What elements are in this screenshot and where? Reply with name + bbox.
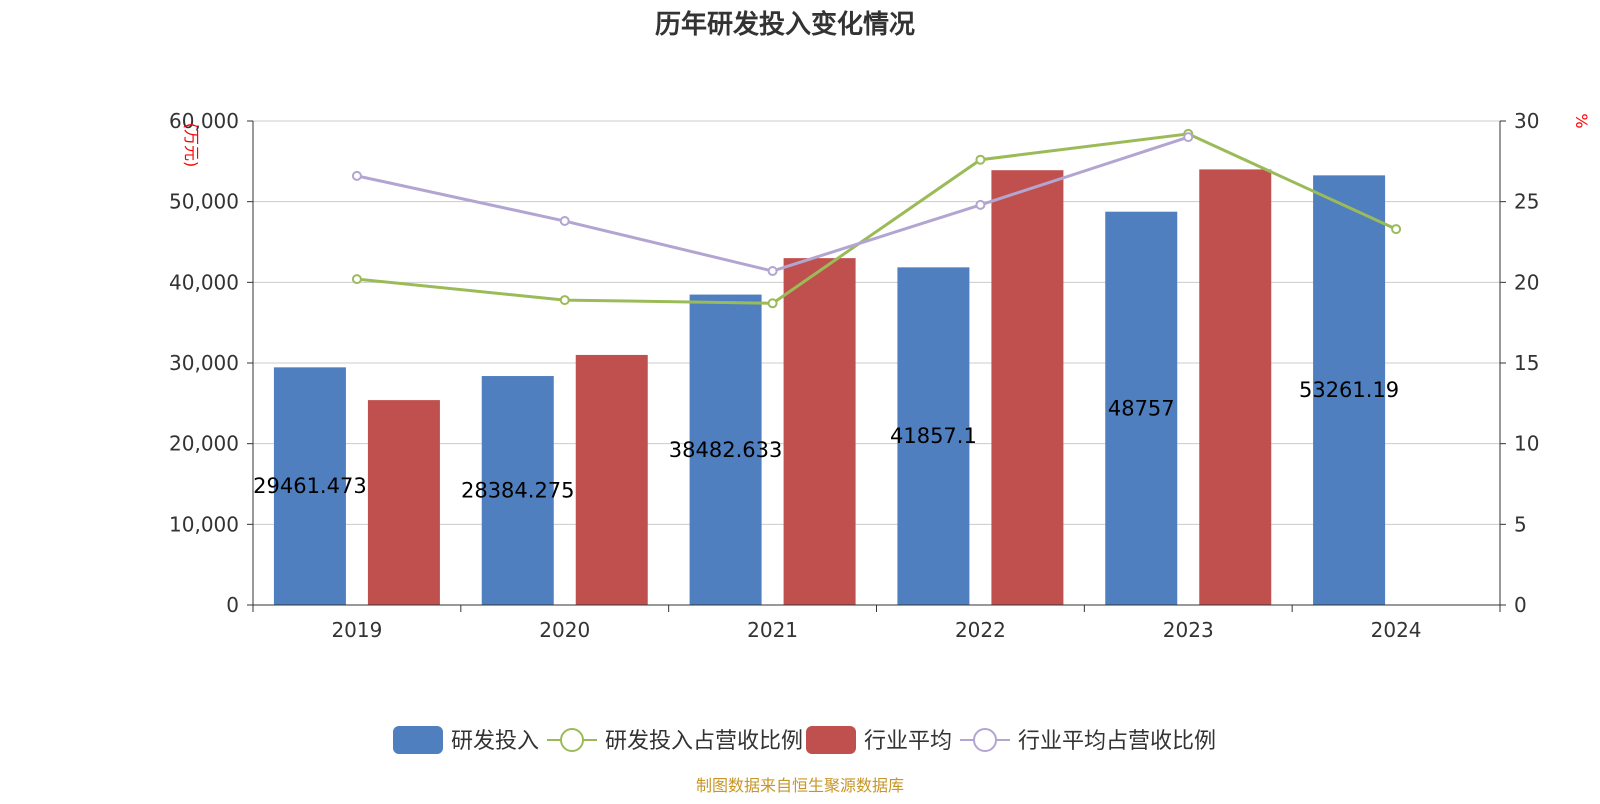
- bar-left-0: [273, 367, 346, 605]
- series-point-1: [351, 274, 362, 285]
- y-right-unit: %: [1572, 113, 1591, 128]
- x-tick-label: 2022: [955, 618, 1006, 642]
- y-left-unit: (万元): [182, 123, 201, 168]
- bar-value-label: 41857.1: [890, 424, 977, 448]
- axis-layer: 0 10,000 20,000 30,000 40,000 50,000 60,000 0 5 1…: [169, 109, 1539, 642]
- series-point-1: [1391, 224, 1402, 235]
- series-point-3: [351, 170, 362, 181]
- bar-left-0: [689, 294, 762, 605]
- bar-value-label: 28384.275: [461, 479, 575, 503]
- line-layer: [351, 128, 1402, 309]
- bar-value-label: 48757: [1108, 396, 1175, 420]
- bar-left-0: [897, 267, 970, 605]
- label-layer: 29461.473 28384.275 38482.633 41857.1 48757 5…: [253, 378, 1399, 502]
- x-tick-label: 2021: [747, 618, 798, 642]
- y-right-tick-label: 0: [1514, 593, 1527, 617]
- bar-left-2: [575, 354, 648, 605]
- y-right-tick-label: 25: [1514, 190, 1539, 214]
- legend-item-1: 研发投入占营收比例: [547, 728, 803, 754]
- x-tick-label: 2023: [1163, 618, 1214, 642]
- series-point-3: [975, 199, 986, 210]
- x-tick-label: 2019: [331, 618, 382, 642]
- series-point-1: [767, 298, 778, 309]
- series-point-3: [559, 216, 570, 227]
- y-left-tick-label: 50,000: [169, 190, 239, 214]
- legend-label: 研发投入占营收比例: [605, 729, 803, 754]
- grid-layer: [253, 120, 1500, 525]
- legend-item-2: 行业平均: [806, 726, 952, 754]
- source-note: 制图数据来自恒生聚源数据库: [696, 776, 904, 795]
- bar-left-2: [991, 170, 1064, 605]
- series-point-1: [559, 295, 570, 306]
- y-right-tick-label: 15: [1514, 351, 1539, 375]
- y-left-tick-label: 40,000: [169, 270, 239, 294]
- y-left-tick-label: 20,000: [169, 432, 239, 456]
- x-tick-label: 2020: [539, 618, 590, 642]
- legend-swatch-marker: [560, 728, 584, 752]
- bar-left-2: [367, 400, 440, 605]
- y-left-tick-label: 30,000: [169, 351, 239, 375]
- y-left-tick-label: 0: [226, 593, 239, 617]
- legend-swatch-marker: [973, 728, 997, 752]
- y-right-tick-label: 10: [1514, 432, 1539, 456]
- bar-value-label: 38482.633: [669, 438, 783, 462]
- bar-value-label: 29461.473: [253, 474, 367, 498]
- y-left-tick-label: 60,000: [169, 109, 239, 133]
- series-point-3: [767, 266, 778, 277]
- legend-label: 行业平均: [864, 729, 952, 754]
- legend-label: 研发投入: [451, 729, 539, 754]
- y-left-tick-label: 10,000: [169, 512, 239, 536]
- series-point-3: [1183, 132, 1194, 143]
- series-line-3: [356, 135, 1189, 273]
- x-tick-label: 2024: [1371, 618, 1422, 642]
- legend: 研发投入 研发投入占营收比例 行业平均 行业平均占营收比例: [393, 726, 1216, 754]
- legend-swatch-bar: [393, 726, 443, 754]
- legend-item-3: 行业平均占营收比例: [960, 728, 1216, 754]
- bar-left-2: [783, 258, 856, 605]
- bar-left-0: [481, 376, 554, 605]
- series-point-1: [975, 154, 986, 165]
- legend-item-0: 研发投入: [393, 726, 539, 754]
- y-right-tick-label: 20: [1514, 270, 1539, 294]
- series-line-1: [356, 132, 1397, 305]
- bar-left-0: [1313, 175, 1386, 605]
- bar-left-2: [1199, 169, 1272, 605]
- y-right-tick-label: 5: [1514, 512, 1527, 536]
- bar-value-label: 53261.19: [1299, 378, 1399, 402]
- chart-title: 历年研发投入变化情况: [655, 9, 915, 40]
- bar-layer: [273, 169, 1386, 605]
- y-right-tick-label: 30: [1514, 109, 1539, 133]
- legend-swatch-bar: [806, 726, 856, 754]
- bar-left-0: [1105, 211, 1178, 605]
- legend-label: 行业平均占营收比例: [1018, 729, 1216, 754]
